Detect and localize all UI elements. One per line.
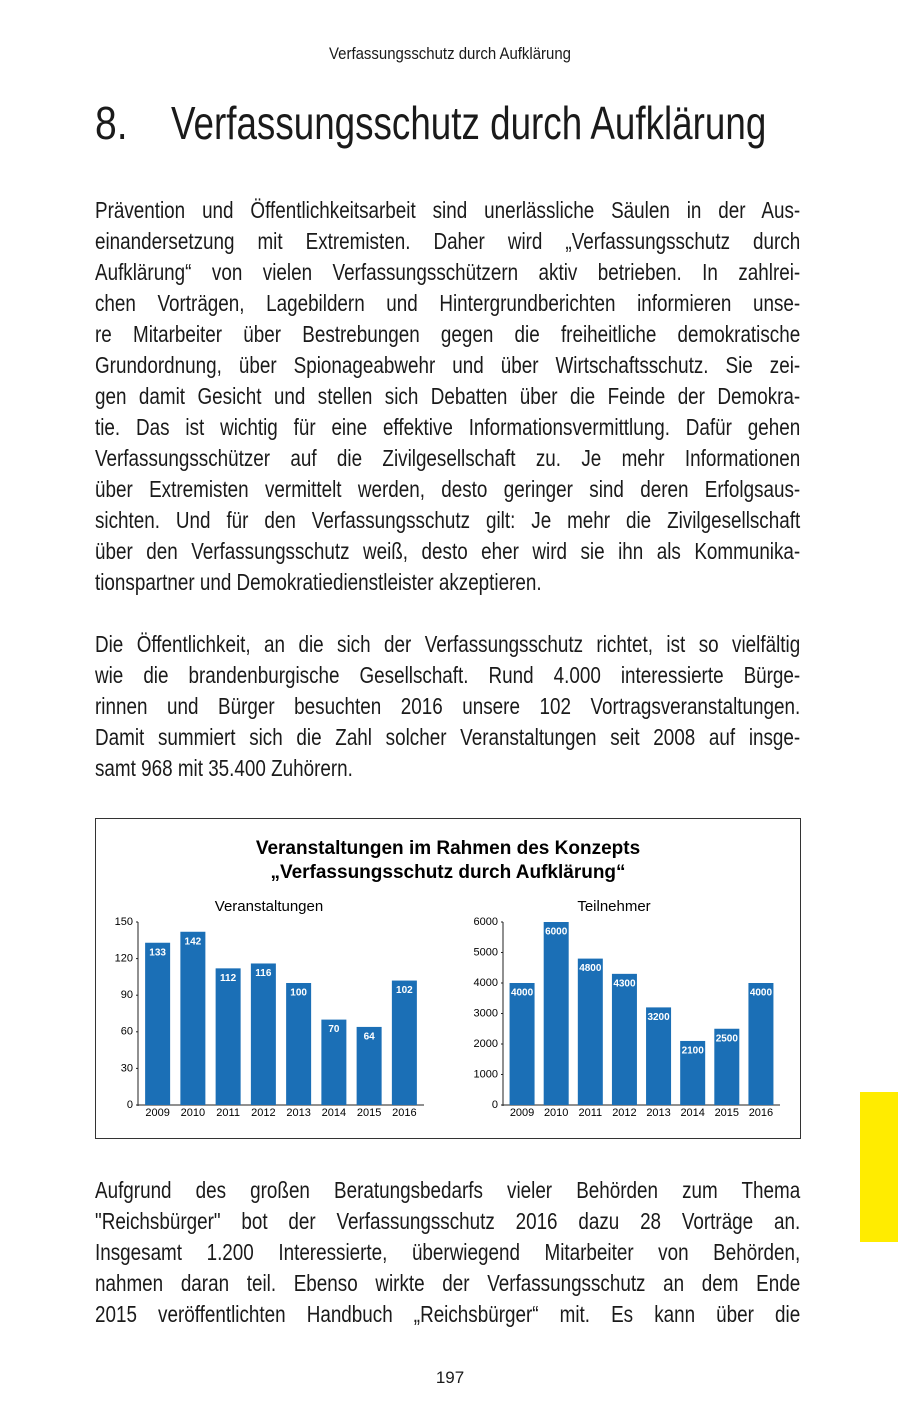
text-line: wie die brandenburgische Gesellschaft. R… — [95, 662, 801, 688]
value-label: 4000 — [750, 988, 773, 999]
text-line: Prävention und Öffentlichkeitsarbeit sin… — [95, 197, 801, 223]
running-header: Verfassungsschutz durch Aufklärung — [329, 44, 571, 63]
value-label: 4000 — [511, 988, 534, 999]
x-tick-label: 2015 — [357, 1107, 381, 1119]
bar — [748, 983, 774, 1105]
text-line: Die Öffentlichkeit, an die sich der Verf… — [95, 631, 801, 657]
text-line: tie. Das ist wichtig für eine effektive … — [95, 414, 801, 440]
page-number: 197 — [435, 1368, 465, 1387]
y-tick-label: 0 — [127, 1099, 133, 1111]
y-tick-label: 150 — [115, 916, 133, 928]
x-tick-label: 2014 — [322, 1107, 346, 1119]
bar — [250, 963, 276, 1105]
text-line: Insgesamt 1.200 Interessierte, überwiege… — [95, 1239, 801, 1265]
text-line: sichten. Und für den Verfassungsschutz g… — [95, 507, 801, 533]
y-tick-label: 120 — [115, 953, 133, 965]
x-tick-label: 2009 — [510, 1107, 534, 1119]
value-label: 102 — [396, 985, 413, 996]
y-tick-label: 4000 — [474, 977, 498, 989]
text-line: gen damit Gesicht und stellen sich Debat… — [95, 383, 801, 409]
x-tick-label: 2016 — [749, 1107, 773, 1119]
bar — [714, 1028, 740, 1105]
y-tick-label: 60 — [121, 1026, 133, 1038]
x-tick-label: 2009 — [145, 1107, 169, 1119]
y-tick-label: 90 — [121, 989, 133, 1001]
text-line: rinnen und Bürger besuchten 2016 unsere … — [95, 693, 801, 719]
bar — [611, 973, 637, 1105]
x-tick-label: 2010 — [181, 1107, 205, 1119]
y-tick-label: 2000 — [474, 1038, 498, 1050]
bar — [286, 983, 312, 1105]
side-marker — [860, 1092, 898, 1242]
bar — [509, 983, 535, 1105]
text-line: über Extremisten vermittelt werden, dest… — [95, 476, 801, 502]
bar — [391, 980, 417, 1105]
text-line: Damit summiert sich die Zahl solcher Ver… — [95, 724, 801, 750]
bar — [180, 931, 206, 1105]
value-label: 133 — [149, 947, 166, 958]
y-tick-label: 1000 — [474, 1068, 498, 1080]
chart-title: Teilnehmer — [577, 898, 650, 915]
value-label: 2100 — [682, 1046, 705, 1057]
bar — [215, 968, 241, 1105]
value-label: 100 — [290, 988, 307, 999]
x-tick-label: 2013 — [646, 1107, 670, 1119]
bar — [543, 922, 569, 1105]
value-label: 3200 — [647, 1012, 670, 1023]
value-label: 142 — [185, 936, 202, 947]
figure-title: „Verfassungsschutz durch Aufklärung“ — [270, 862, 625, 883]
x-tick-label: 2014 — [680, 1107, 704, 1119]
y-tick-label: 6000 — [474, 916, 498, 928]
heading-number: 8. — [95, 97, 128, 149]
bar — [646, 1007, 672, 1105]
bar — [577, 958, 603, 1105]
x-tick-label: 2013 — [286, 1107, 310, 1119]
y-tick-label: 3000 — [474, 1007, 498, 1019]
figure-title: Veranstaltungen im Rahmen des Konzepts — [256, 838, 640, 859]
y-tick-label: 30 — [121, 1062, 133, 1074]
bar — [680, 1040, 706, 1105]
text-line: re Mitarbeiter über Bestrebungen gegen d… — [95, 321, 801, 347]
heading-text: Verfassungsschutz durch Aufklärung — [171, 97, 767, 149]
value-label: 64 — [364, 1032, 376, 1043]
text-line: tionspartner und Demokratiedienstleister… — [95, 569, 542, 595]
x-tick-label: 2010 — [544, 1107, 568, 1119]
value-label: 116 — [255, 968, 272, 979]
x-tick-label: 2016 — [392, 1107, 416, 1119]
text-line: Aufklärung“ von vielen Verfassungsschütz… — [95, 259, 801, 285]
x-tick-label: 2011 — [216, 1107, 240, 1119]
text-line: samt 968 mit 35.400 Zuhörern. — [95, 755, 353, 781]
text-line: nahmen daran teil. Ebenso wirkte der Ver… — [95, 1270, 801, 1296]
text-line: "Reichsbürger" bot der Verfassungsschutz… — [95, 1208, 801, 1234]
text-line: 2015 veröffentlichten Handbuch „Reichsbü… — [95, 1301, 801, 1327]
y-tick-label: 5000 — [474, 946, 498, 958]
y-tick-label: 0 — [492, 1099, 498, 1111]
value-label: 4300 — [613, 978, 636, 989]
value-label: 4800 — [579, 963, 602, 974]
x-tick-label: 2015 — [715, 1107, 739, 1119]
chart-title: Veranstaltungen — [215, 898, 323, 915]
text-line: über den Verfassungsschutz weiß, desto e… — [95, 538, 801, 564]
x-tick-label: 2011 — [578, 1107, 602, 1119]
chart-frame — [95, 818, 801, 1139]
bar — [356, 1026, 382, 1105]
value-label: 6000 — [545, 927, 568, 938]
text-line: einandersetzung mit Extremisten. Daher w… — [95, 228, 801, 254]
x-tick-label: 2012 — [251, 1107, 275, 1119]
value-label: 112 — [220, 973, 237, 984]
text-line: chen Vorträgen, Lagebildern und Hintergr… — [95, 290, 801, 316]
value-label: 70 — [328, 1024, 340, 1035]
x-tick-label: 2012 — [612, 1107, 636, 1119]
text-line: Aufgrund des großen Beratungsbedarfs vie… — [95, 1177, 801, 1203]
bar — [145, 942, 171, 1105]
bar — [321, 1019, 347, 1105]
value-label: 2500 — [716, 1033, 739, 1044]
text-line: Grundordnung, über Spionageabwehr und üb… — [95, 352, 801, 378]
text-line: Verfassungsschützer auf die Zivilgesells… — [95, 445, 801, 471]
